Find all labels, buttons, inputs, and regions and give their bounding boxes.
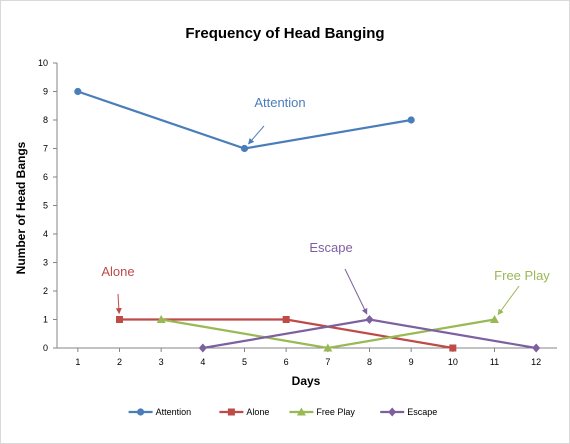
y-tick-label: 5 — [43, 201, 48, 211]
x-axis-ticks: 1 2 3 4 5 6 7 8 9 10 11 12 — [75, 348, 541, 367]
annotation-layer: Attention Alone Escape Free Play — [101, 95, 550, 316]
y-axis-title: Number of Head Bangs — [14, 141, 28, 274]
series-layer — [74, 87, 541, 353]
y-tick-label: 9 — [43, 87, 48, 97]
x-tick-label: 3 — [159, 357, 164, 367]
annotation-arrow-free-play — [497, 285, 520, 316]
y-tick-label: 3 — [43, 258, 48, 268]
data-point-attention — [74, 87, 82, 96]
y-tick-label: 8 — [43, 115, 48, 125]
x-tick-label: 1 — [75, 357, 80, 367]
annotation-escape: Escape — [309, 240, 352, 255]
y-tick-label: 7 — [43, 144, 48, 154]
legend-item-alone: Alone — [219, 407, 269, 417]
data-point-free-play — [156, 315, 166, 323]
x-tick-label: 10 — [448, 357, 458, 367]
x-axis-title: Days — [292, 374, 321, 388]
legend-marker-alone — [227, 408, 235, 416]
series-alone — [116, 316, 457, 352]
legend-label: Attention — [156, 407, 192, 417]
y-tick-label: 1 — [43, 315, 48, 325]
legend-marker-escape — [388, 407, 397, 417]
series-escape — [198, 315, 541, 353]
legend-label: Escape — [407, 407, 437, 417]
x-tick-label: 11 — [490, 357, 499, 367]
y-tick-label: 2 — [43, 286, 48, 296]
annotation-free-play: Free Play — [494, 268, 550, 283]
x-tick-label: 4 — [200, 357, 205, 367]
annotation-arrow-alone — [115, 293, 122, 315]
legend-item-free-play: Free Play — [289, 407, 355, 417]
data-point-alone — [282, 316, 290, 323]
y-tick-label: 0 — [43, 343, 48, 353]
legend-label: Alone — [246, 407, 269, 417]
legend-marker-free-play — [296, 407, 306, 416]
y-axis-ticks: 0 1 2 3 4 5 6 7 8 9 10 — [38, 58, 57, 353]
data-point-free-play — [323, 343, 333, 352]
annotation-arrow-attention — [248, 125, 265, 145]
x-tick-label: 2 — [117, 357, 122, 367]
annotation-attention: Attention — [254, 95, 305, 110]
x-tick-label: 12 — [531, 357, 541, 367]
data-point-free-play — [490, 315, 499, 323]
legend-item-attention: Attention — [128, 407, 192, 417]
chart-title: Frequency of Head Banging — [185, 25, 384, 42]
legend-marker-attention — [137, 408, 145, 416]
x-tick-label: 8 — [367, 357, 372, 367]
series-free-play — [156, 315, 499, 352]
legend-label: Free Play — [316, 407, 355, 417]
data-point-alone — [116, 316, 123, 323]
y-tick-label: 10 — [38, 58, 48, 68]
x-tick-label: 9 — [409, 357, 414, 367]
series-line-attention — [77, 90, 412, 150]
data-point-attention — [407, 116, 415, 124]
y-tick-label: 6 — [43, 172, 48, 182]
data-point-attention — [240, 144, 249, 153]
x-tick-label: 5 — [242, 357, 247, 367]
data-point-escape — [532, 343, 541, 353]
data-point-alone — [449, 344, 457, 352]
annotation-alone: Alone — [101, 264, 134, 279]
x-tick-label: 6 — [284, 357, 289, 367]
y-tick-label: 4 — [43, 229, 48, 239]
data-point-escape — [365, 315, 374, 324]
series-attention — [74, 87, 415, 153]
data-point-escape — [198, 343, 207, 353]
annotation-arrow-escape — [344, 268, 368, 315]
x-tick-label: 7 — [325, 357, 330, 367]
legend: Attention Alone Free Play Escape — [128, 407, 437, 417]
legend-item-escape: Escape — [380, 407, 437, 417]
